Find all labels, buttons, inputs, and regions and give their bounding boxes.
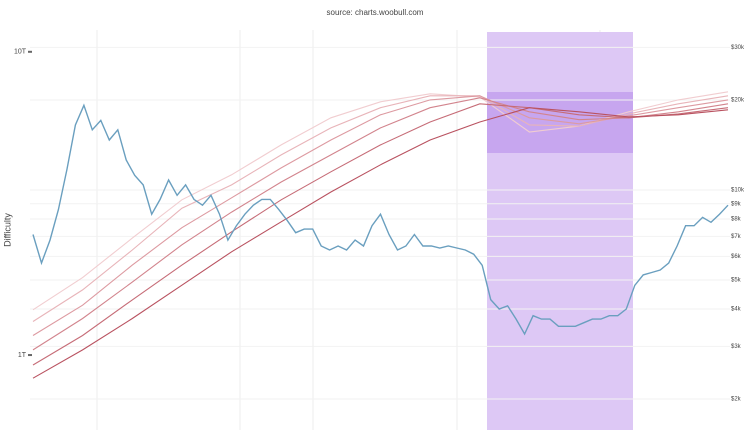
y2-tick-label: $7k <box>731 234 742 240</box>
difficulty-line <box>32 107 729 379</box>
y-axis-label: Difficulty <box>2 213 12 247</box>
y2-tick-label: $9k <box>731 201 742 207</box>
y2-tick-label: $8k <box>731 217 742 223</box>
difficulty-line <box>32 103 729 366</box>
chart-subtitle: source: charts.woobull.com <box>327 8 424 17</box>
y2-tick-label: $4k <box>731 307 742 313</box>
highlight-region <box>487 32 633 430</box>
y2-tick-label: $5k <box>731 278 742 284</box>
y2-tick-label: $3k <box>731 344 742 350</box>
highlight-band <box>487 92 633 153</box>
y2-tick-label: $30k <box>731 45 745 51</box>
y2-tick-label: $6k <box>731 254 742 260</box>
difficulty-line <box>32 97 729 351</box>
y2-tick-label: $10k <box>731 188 745 194</box>
y2-tick-label: $20k <box>731 98 745 104</box>
price-line <box>32 103 729 336</box>
y-tick-label: 1T <box>18 352 27 359</box>
y2-tick-label: $2k <box>731 397 742 403</box>
y-tick-label: 10T <box>14 49 27 56</box>
